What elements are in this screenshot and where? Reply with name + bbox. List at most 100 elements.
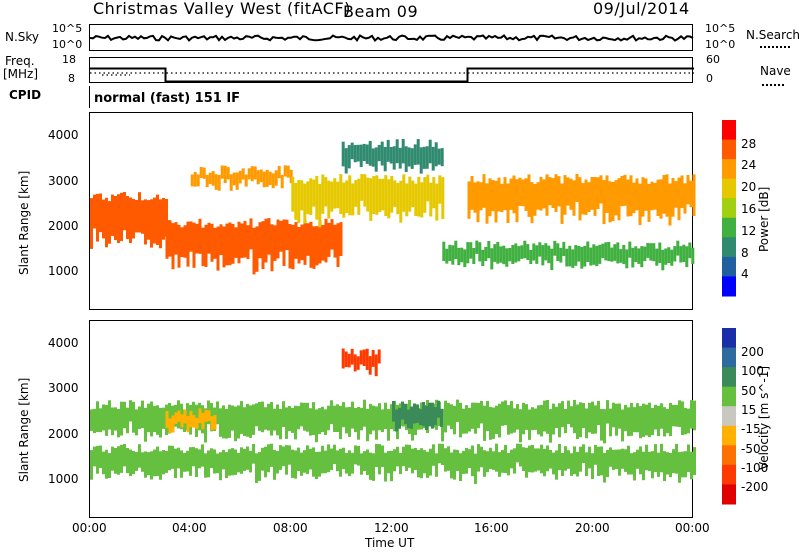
- velocity-band-0-cell: [378, 444, 381, 475]
- power-band-6-cell: [674, 181, 678, 208]
- velocity-band-0-cell: [369, 452, 372, 480]
- power-band-6-cell: [509, 178, 513, 210]
- velocity-band-1-cell: [336, 404, 339, 432]
- velocity-band-0-cell: [237, 452, 240, 473]
- velocity-band-0-cell: [609, 447, 612, 467]
- velocity-band-0-cell: [207, 450, 210, 478]
- velocity-band-1-cell: [309, 408, 312, 436]
- velocity-band-0-cell: [630, 453, 633, 475]
- velocity-band-1-cell: [609, 408, 612, 437]
- power-band-3-cell: [303, 183, 307, 224]
- velocity-band-0-cell: [270, 443, 273, 467]
- velocity-band-0-cell: [483, 450, 486, 477]
- velocity-band-1-cell: [312, 402, 315, 436]
- power-band-1-cell: [249, 218, 253, 250]
- velocity-band-0-cell: [603, 452, 606, 483]
- power-band-4-cell: [398, 147, 402, 169]
- power-band-5-cell: [682, 244, 686, 262]
- velocity-band-0-cell: [381, 445, 384, 467]
- velocity-band-1-cell: [501, 401, 504, 426]
- velocity-band-1-cell: [621, 409, 624, 442]
- velocity-band-0-cell: [351, 452, 354, 474]
- velocity-band-0-cell: [684, 451, 687, 478]
- velocity-band-1-cell: [555, 406, 558, 428]
- power-band-5-cell: [577, 245, 581, 262]
- velocity-band-1-cell: [516, 404, 519, 430]
- xtick-1600: 16:00: [474, 521, 509, 535]
- power-band-5-cell: [514, 243, 518, 263]
- power-band-6-cell: [602, 180, 606, 225]
- velocity-band-0-cell: [204, 453, 207, 478]
- velocity-band-1-cell: [291, 408, 294, 433]
- velocity-band-1-cell: [219, 408, 222, 437]
- power-band-6-cell: [515, 179, 519, 223]
- power-band-6-cell: [470, 176, 474, 210]
- velocity-band-0-cell: [510, 449, 513, 469]
- power-band-1-cell: [198, 218, 202, 254]
- power-band-2-cell: [286, 165, 290, 178]
- power-band-6-cell: [617, 178, 621, 221]
- velocity-band-1-cell: [534, 408, 537, 430]
- power-band-5-cell: [484, 246, 488, 261]
- velocity-band-1-cell: [576, 404, 579, 439]
- velocity-band-1-cell: [462, 408, 465, 434]
- velocity-band-4-cell: [410, 406, 413, 429]
- velocity-band-1-cell: [141, 400, 144, 429]
- velocity-band-0-cell: [303, 450, 306, 473]
- date-label: 09/Jul/2014: [593, 0, 690, 18]
- velocity-band-1-cell: [444, 400, 447, 433]
- velocity-band-0-cell: [573, 446, 576, 475]
- velocity-band-1-cell: [324, 409, 327, 435]
- power-band-0-cell: [150, 199, 153, 248]
- power-band-2-cell: [193, 171, 197, 187]
- velocity-band-1-cell: [471, 402, 474, 429]
- velocity-band-1-cell: [648, 402, 651, 438]
- velocity-band-1-cell: [639, 406, 642, 439]
- velocity-band-4-cell: [398, 407, 401, 429]
- velocity-band-0-cell: [429, 448, 432, 476]
- power-band-6-cell: [644, 178, 648, 211]
- power-band-6-cell: [683, 183, 687, 214]
- velocity-band-1-cell: [390, 404, 393, 430]
- velocity-band-0-cell: [507, 453, 510, 476]
- velocity-band-1-cell: [627, 407, 630, 437]
- velocity-band-0-cell: [627, 445, 630, 475]
- power-band-5-cell: [646, 243, 650, 258]
- power-band-6-cell: [599, 175, 603, 204]
- velocity-band-0-cell: [417, 450, 420, 478]
- velocity-band-1-cell: [678, 400, 681, 427]
- velocity-band-0-cell: [198, 449, 201, 469]
- power-band-5-cell: [523, 240, 527, 259]
- nsky-tick-bottom: 10^0: [52, 38, 83, 51]
- velocity-cb-swatch-4: [722, 406, 736, 427]
- power-band-6-cell: [563, 175, 567, 215]
- power-band-5-cell: [559, 247, 563, 263]
- velocity-band-0-cell: [540, 444, 543, 474]
- velocity-band-1-cell: [477, 402, 480, 429]
- velocity-band-1-cell: [276, 404, 279, 436]
- power-band-6-cell: [506, 183, 510, 223]
- power-band-5-cell: [454, 240, 458, 259]
- velocity-band-0-cell: [420, 448, 423, 479]
- power-band-5-cell: [550, 248, 554, 271]
- power-band-1-cell: [270, 224, 274, 272]
- velocity-band-3-cell: [213, 415, 217, 430]
- velocity-band-2-cell: [356, 356, 360, 370]
- velocity-band-1-cell: [543, 400, 546, 432]
- power-band-3-cell: [408, 176, 412, 212]
- velocity-band-1-cell: [654, 404, 657, 430]
- power-band-6-cell: [665, 174, 669, 217]
- power-heatmap: [90, 139, 696, 275]
- velocity-band-0-cell: [687, 444, 690, 473]
- velocity-band-1-cell: [102, 404, 105, 431]
- power-band-0-cell: [156, 194, 159, 245]
- power-band-6-cell: [536, 182, 540, 210]
- velocity-band-0-cell: [393, 449, 396, 472]
- velocity-band-0-cell: [576, 451, 579, 477]
- velocity-band-1-cell: [630, 402, 633, 436]
- power-band-1-cell: [327, 222, 331, 257]
- power-band-1-cell: [303, 219, 307, 265]
- velocity-band-1-cell: [93, 408, 96, 434]
- power-band-6-cell: [548, 177, 552, 206]
- velocity-band-0-cell: [462, 451, 465, 474]
